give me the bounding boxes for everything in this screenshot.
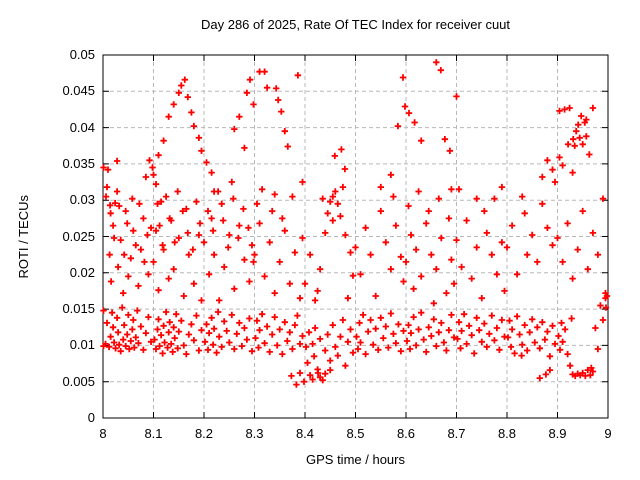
x-tick-label: 8.8 xyxy=(497,426,517,441)
y-tick-label: 0.02 xyxy=(69,264,95,280)
x-tick-label: 8.2 xyxy=(194,426,214,441)
x-tick-label: 8.5 xyxy=(346,426,365,441)
x-tick-label: 8.6 xyxy=(396,426,416,441)
y-tick-label: 0.045 xyxy=(62,83,95,99)
y-tick-label: 0.01 xyxy=(69,337,95,353)
x-tick-label: 8 xyxy=(99,426,107,441)
y-tick-label: 0 xyxy=(87,410,95,425)
y-tick-label: 0.025 xyxy=(62,228,95,244)
y-tick-label: 0.005 xyxy=(62,373,95,389)
scatter-points xyxy=(100,59,611,388)
grid-lines xyxy=(103,55,608,418)
y-tick-label: 0.035 xyxy=(62,155,95,171)
plot-border xyxy=(102,54,609,419)
y-tick-label: 0.015 xyxy=(62,301,95,317)
chart-title: Day 286 of 2025, Rate Of TEC Index for r… xyxy=(200,17,511,32)
y-tick-label: 0.03 xyxy=(69,192,95,208)
x-tick-label: 8.4 xyxy=(295,426,315,441)
x-tick-label: 8.9 xyxy=(548,426,567,441)
x-tick-label: 8.3 xyxy=(245,426,264,441)
x-tick-label: 9 xyxy=(604,426,612,441)
y-tick-label: 0.04 xyxy=(69,119,95,135)
x-axis-label: GPS time / hours xyxy=(306,452,405,467)
x-tick-label: 8.7 xyxy=(447,426,466,441)
y-tick-label: 0.05 xyxy=(69,47,95,62)
x-tick-label: 8.1 xyxy=(144,426,163,441)
